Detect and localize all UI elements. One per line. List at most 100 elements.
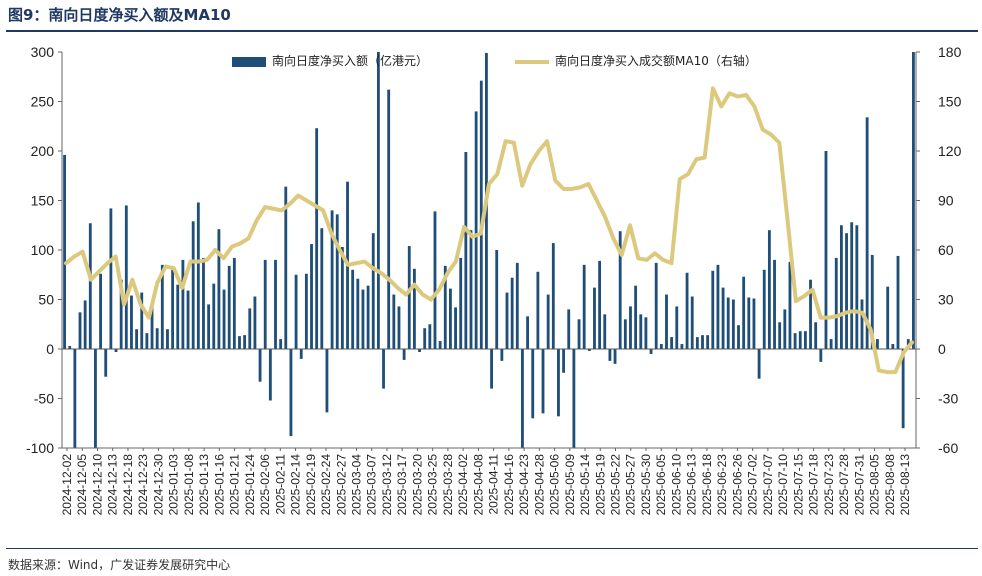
bar xyxy=(191,221,195,349)
bar xyxy=(839,225,843,349)
x-tick-label: 2025-02-27 xyxy=(334,454,348,516)
legend-line-label: 南向日度净买入成交额MA10（右轴） xyxy=(555,54,757,68)
bar xyxy=(418,349,421,352)
bar xyxy=(479,80,483,350)
x-tick-label: 2024-12-13 xyxy=(106,454,120,516)
x-tick-label: 2025-06-26 xyxy=(730,454,744,516)
bar xyxy=(407,246,411,349)
bar xyxy=(623,319,627,349)
x-tick-label: 2025-04-02 xyxy=(456,454,470,516)
bar xyxy=(73,349,77,448)
bar xyxy=(891,344,895,349)
x-tick-label: 2025-05-22 xyxy=(609,454,623,516)
bar xyxy=(711,270,715,349)
bar xyxy=(680,344,684,349)
bar xyxy=(124,205,128,349)
bar xyxy=(227,265,231,349)
bar xyxy=(762,269,766,349)
bar xyxy=(387,89,391,350)
right-tick-label: 150 xyxy=(938,94,962,110)
bar xyxy=(222,289,226,349)
bar xyxy=(665,294,668,349)
x-tick-label: 2025-06-10 xyxy=(669,454,683,516)
bar xyxy=(119,279,123,349)
bar xyxy=(376,52,380,349)
x-tick-label: 2025-05-06 xyxy=(548,454,562,516)
bar xyxy=(701,335,704,349)
bar xyxy=(335,214,339,349)
bar xyxy=(731,299,735,349)
x-tick-label: 2025-06-13 xyxy=(685,454,699,516)
bar xyxy=(88,223,92,349)
bar xyxy=(706,335,710,349)
bar xyxy=(366,285,370,349)
x-tick-label: 2025-08-08 xyxy=(883,454,897,516)
x-tick-label: 2025-04-23 xyxy=(517,454,531,516)
legend-bar: 南向日度净买入额（亿港元） xyxy=(232,52,428,69)
bar xyxy=(397,306,401,349)
x-tick-label: 2025-07-10 xyxy=(776,454,790,516)
bar xyxy=(572,349,576,448)
bar xyxy=(402,349,406,360)
bar xyxy=(68,346,72,349)
bar xyxy=(150,302,154,349)
bar xyxy=(104,349,108,377)
bar xyxy=(870,254,874,349)
bar xyxy=(412,268,416,349)
bar xyxy=(551,243,555,349)
bar xyxy=(181,259,185,349)
bar xyxy=(613,349,617,364)
x-tick-label: 2025-04-11 xyxy=(487,454,501,515)
bar xyxy=(716,264,720,349)
x-tick-label: 2025-01-24 xyxy=(243,454,257,516)
bar xyxy=(279,339,283,349)
x-tick-label: 2025-03-25 xyxy=(426,454,440,516)
bar xyxy=(803,331,807,349)
bar xyxy=(541,349,545,414)
x-tick-label: 2024-12-23 xyxy=(136,454,150,516)
x-tick-label: 2024-12-02 xyxy=(60,454,74,516)
source-note: 数据来源：Wind，广发证券发展研究中心 xyxy=(8,558,231,572)
bar xyxy=(382,349,385,389)
x-tick-label: 2025-07-02 xyxy=(746,454,760,516)
bar xyxy=(371,233,375,349)
bar xyxy=(876,339,879,349)
bar xyxy=(603,314,607,349)
bar xyxy=(582,264,586,349)
bar xyxy=(160,264,164,349)
x-tick-label: 2025-02-06 xyxy=(258,454,272,516)
left-tick-label: 250 xyxy=(31,94,55,110)
bar xyxy=(819,349,823,362)
bar xyxy=(186,290,190,349)
x-tick-label: 2025-05-09 xyxy=(563,454,577,516)
x-tick-label: 2025-07-07 xyxy=(761,454,775,516)
bar xyxy=(598,260,602,349)
x-tick-label: 2025-02-19 xyxy=(304,454,318,516)
bar xyxy=(865,117,869,349)
bar xyxy=(171,269,175,349)
x-tick-label: 2025-04-08 xyxy=(471,454,485,516)
bar-series xyxy=(63,52,915,448)
x-tick-label: 2025-03-17 xyxy=(395,454,409,516)
bar xyxy=(289,349,293,437)
x-tick-label: 2025-03-28 xyxy=(441,454,455,516)
x-tick-label: 2025-07-18 xyxy=(807,454,821,516)
bar xyxy=(263,259,267,349)
bar xyxy=(567,309,571,349)
bar xyxy=(356,278,360,349)
x-tick-label: 2025-02-14 xyxy=(289,454,303,516)
bar xyxy=(320,228,324,349)
bar xyxy=(912,52,915,349)
bar xyxy=(330,210,334,349)
bar xyxy=(860,299,864,349)
left-tick-label: 100 xyxy=(31,242,55,258)
bar xyxy=(423,328,427,349)
x-tick-label: 2025-05-19 xyxy=(593,454,607,516)
bar xyxy=(695,337,699,349)
bar xyxy=(207,304,211,349)
bar xyxy=(546,294,550,349)
bar xyxy=(690,296,694,349)
bar xyxy=(438,341,442,349)
bar xyxy=(135,329,139,349)
ma10-line xyxy=(64,86,914,375)
